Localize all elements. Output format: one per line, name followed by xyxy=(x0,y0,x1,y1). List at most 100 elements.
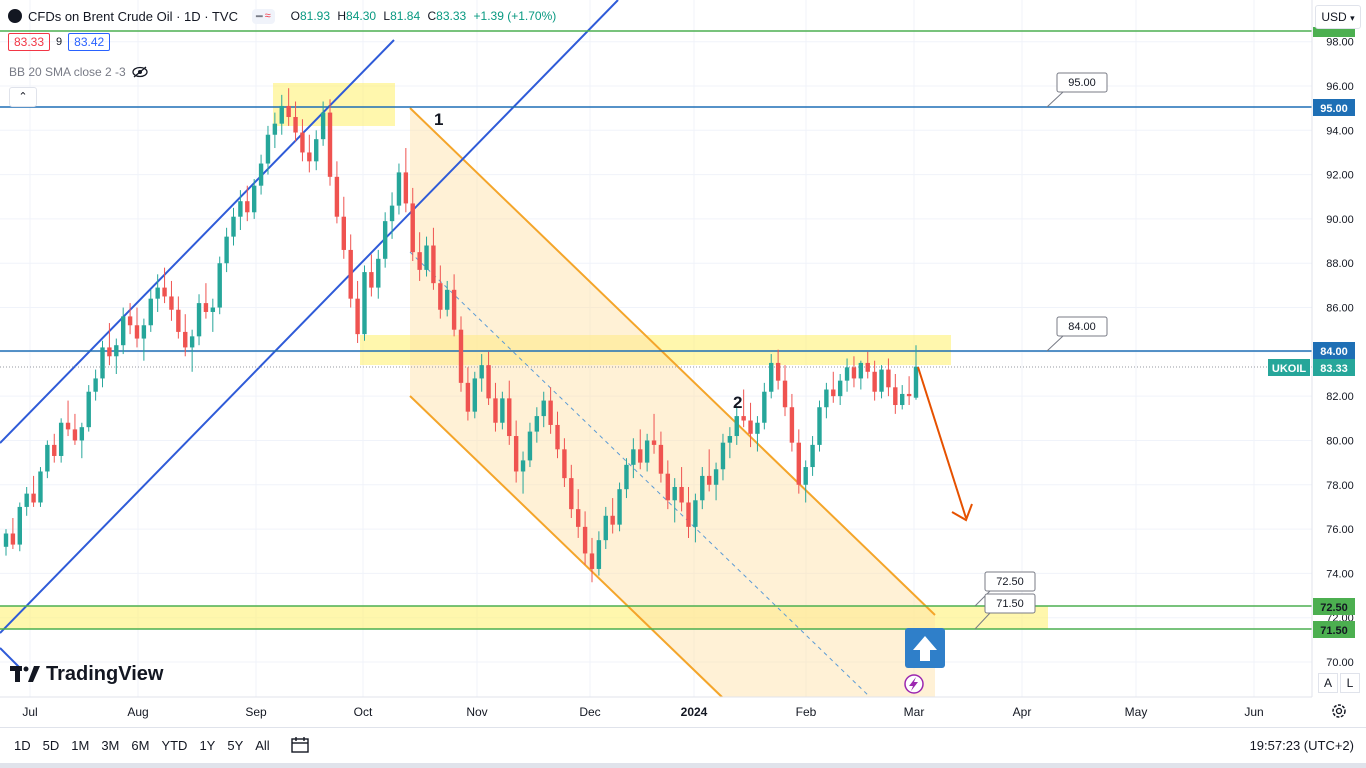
tv-logo-icon xyxy=(10,665,40,682)
candle-body xyxy=(417,252,422,270)
currency-button[interactable]: USD ▾ xyxy=(1315,5,1361,29)
candle-body xyxy=(224,236,229,264)
open-value: 81.93 xyxy=(300,9,331,23)
callout-71-5[interactable]: 71.50 xyxy=(974,593,1036,630)
candle-body xyxy=(782,380,788,408)
sell-price-button[interactable]: 83.33 xyxy=(8,33,51,51)
candle-body xyxy=(603,515,608,541)
range-button-1d[interactable]: 1D xyxy=(14,738,31,753)
candle-body xyxy=(217,263,222,308)
symbol-title[interactable]: CFDs on Brent Crude Oil · 1D · TVC xyxy=(28,8,238,24)
candle-body xyxy=(575,509,581,527)
callout-95[interactable]: 95.00 xyxy=(1046,72,1108,108)
candle-body xyxy=(651,440,657,445)
x-tick-label: Feb xyxy=(796,705,817,719)
candle-body xyxy=(541,400,546,417)
callout-72-5[interactable]: 72.50 xyxy=(974,571,1036,607)
chart-canvas[interactable]: 1 2 95.00 84.00 72.50 71.50 xyxy=(0,0,1366,727)
tag-top-green xyxy=(1313,27,1355,37)
candle-body xyxy=(314,139,319,162)
range-button-6m[interactable]: 6M xyxy=(131,738,150,753)
candle-body xyxy=(562,449,567,479)
candle-body xyxy=(913,366,919,398)
auto-scale-button[interactable]: A xyxy=(1318,673,1338,693)
candle-body xyxy=(31,493,36,503)
low-value: 81.84 xyxy=(390,9,421,23)
gear-icon[interactable] xyxy=(1330,702,1348,720)
buy-price-button[interactable]: 83.42 xyxy=(68,33,111,51)
candle-body xyxy=(713,469,719,485)
candle-body xyxy=(72,429,78,441)
range-button-3m[interactable]: 3M xyxy=(101,738,120,753)
log-scale-button[interactable]: L xyxy=(1340,673,1360,693)
candle-body xyxy=(693,500,698,527)
range-button-all[interactable]: All xyxy=(255,738,270,753)
x-tick-label: Jul xyxy=(22,705,37,719)
axis-labels: 70.0072.0074.0076.0078.0080.0082.0084.00… xyxy=(22,37,1353,719)
candle-body xyxy=(486,365,491,399)
y-tick-label: 88.00 xyxy=(1326,258,1354,270)
candle-body xyxy=(831,389,836,397)
range-button-ytd[interactable]: YTD xyxy=(161,738,188,753)
candle-body xyxy=(679,486,684,503)
minus-icon[interactable]: ━ xyxy=(255,10,263,23)
candle-body xyxy=(245,201,250,213)
candle-body xyxy=(672,486,677,501)
candle-body xyxy=(686,502,691,527)
candle-body xyxy=(210,307,216,312)
candle-body xyxy=(720,442,726,470)
range-button-1y[interactable]: 1Y xyxy=(199,738,216,753)
callout-84[interactable]: 84.00 xyxy=(1046,316,1108,352)
x-tick-label: 2024 xyxy=(681,705,708,719)
compare-buttons[interactable]: ━ ≈ xyxy=(251,8,275,24)
candle-body xyxy=(403,172,409,204)
candle-body xyxy=(748,420,753,434)
symbol-tag xyxy=(1268,359,1310,376)
candle-body xyxy=(52,444,57,456)
time-axis[interactable] xyxy=(0,696,1366,727)
collapse-legend-button[interactable]: ⌃ xyxy=(9,87,37,107)
candle-body xyxy=(169,296,174,310)
arrow-up-marker-icon[interactable] xyxy=(905,628,945,668)
candle-body xyxy=(900,393,905,406)
indicator-legend[interactable]: BB 20 SMA close 2 -3 xyxy=(9,65,148,79)
range-button-1m[interactable]: 1M xyxy=(71,738,90,753)
range-button-5d[interactable]: 5D xyxy=(42,738,60,753)
tag-84 xyxy=(1313,342,1355,359)
wave-icon[interactable]: ≈ xyxy=(264,9,271,22)
bid-ask-row: 83.33 9 83.42 xyxy=(8,33,111,51)
candle-body xyxy=(120,316,126,346)
tradingview-logo[interactable]: TradingView xyxy=(10,663,163,686)
candle-body xyxy=(465,382,471,412)
resistance-zone-highlight xyxy=(360,335,951,365)
range-button-5y[interactable]: 5Y xyxy=(227,738,244,753)
candle-body xyxy=(569,478,574,510)
y-tick-label: 94.00 xyxy=(1326,125,1354,137)
calendar-icon[interactable] xyxy=(290,736,310,754)
lightning-event-icon[interactable] xyxy=(904,674,924,694)
y-tick-label: 76.00 xyxy=(1326,524,1354,536)
y-tick-label: 78.00 xyxy=(1326,480,1354,492)
candle-body xyxy=(527,431,533,461)
candle-body xyxy=(706,475,712,485)
candle-body xyxy=(624,464,629,490)
candle-body xyxy=(727,436,733,443)
candle-body xyxy=(817,407,822,445)
eye-hidden-icon[interactable] xyxy=(132,66,148,78)
x-tick-label: Aug xyxy=(127,705,148,719)
candle-body xyxy=(38,471,43,503)
clock[interactable]: 19:57:23 (UTC+2) xyxy=(1249,738,1354,753)
x-tick-label: Nov xyxy=(466,705,487,719)
candle-body xyxy=(17,506,22,545)
wave-label-1: 1 xyxy=(434,110,443,129)
candle-body xyxy=(231,216,236,237)
candle-body xyxy=(555,424,560,450)
chart-drawings xyxy=(0,0,1312,698)
candle-body xyxy=(769,362,774,392)
indicator-label[interactable]: BB 20 SMA close 2 -3 xyxy=(9,65,126,79)
candle-body xyxy=(196,303,202,337)
candle-body xyxy=(755,422,760,434)
candle-body xyxy=(513,436,519,472)
candle-body xyxy=(493,398,498,423)
candle-body xyxy=(189,336,195,348)
